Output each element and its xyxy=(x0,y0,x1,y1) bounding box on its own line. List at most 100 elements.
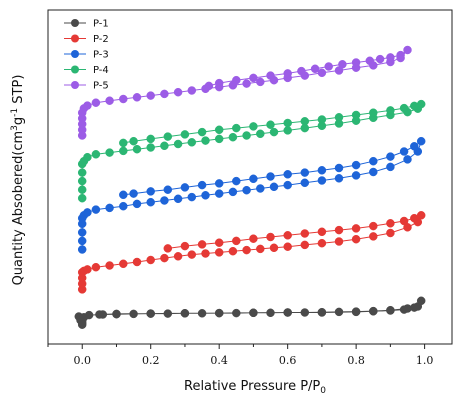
data-point xyxy=(242,79,251,88)
data-point xyxy=(369,307,378,316)
data-point xyxy=(351,171,361,180)
legend-item: P-2 xyxy=(64,34,109,45)
data-point xyxy=(180,130,190,139)
series-P-3 xyxy=(77,136,426,254)
data-point xyxy=(83,152,92,162)
data-point xyxy=(410,213,419,223)
data-point xyxy=(91,150,101,159)
data-point xyxy=(197,127,207,137)
legend-item: P-1 xyxy=(64,19,109,30)
data-point xyxy=(214,125,224,135)
series-P-2 xyxy=(77,211,426,294)
data-point xyxy=(91,98,101,107)
data-point xyxy=(163,185,173,194)
data-point xyxy=(232,75,241,85)
data-point xyxy=(242,185,251,195)
data-point xyxy=(77,193,87,203)
data-point xyxy=(228,132,238,142)
data-point xyxy=(256,77,265,87)
data-point xyxy=(146,197,155,207)
data-point xyxy=(334,225,344,235)
data-point xyxy=(132,257,142,267)
data-point xyxy=(214,248,224,257)
data-point xyxy=(132,144,142,154)
data-point xyxy=(334,174,344,183)
data-point xyxy=(180,309,190,318)
data-point xyxy=(232,176,241,186)
data-point xyxy=(334,163,344,173)
data-point xyxy=(105,203,114,213)
data-point xyxy=(160,253,169,263)
data-point xyxy=(187,86,197,95)
data-point xyxy=(410,101,419,111)
legend-item: P-3 xyxy=(64,50,109,61)
data-point xyxy=(84,310,94,320)
data-point xyxy=(399,305,409,314)
data-point xyxy=(129,309,138,319)
data-point xyxy=(266,120,275,129)
data-point xyxy=(160,141,169,151)
data-point xyxy=(105,261,114,270)
data-point xyxy=(163,244,173,253)
data-point xyxy=(214,238,224,247)
data-point xyxy=(396,50,405,60)
data-point xyxy=(187,250,197,259)
data-point xyxy=(201,249,210,258)
data-point xyxy=(338,60,347,69)
data-point xyxy=(266,232,275,242)
data-point xyxy=(249,73,258,83)
data-point xyxy=(283,170,292,179)
data-point xyxy=(317,308,327,317)
data-point xyxy=(146,134,155,144)
legend-marker xyxy=(71,81,79,89)
data-point xyxy=(119,259,128,269)
data-point xyxy=(249,308,258,318)
data-point xyxy=(77,176,87,186)
data-point xyxy=(334,307,344,317)
data-point xyxy=(386,219,395,228)
data-point xyxy=(249,174,258,184)
data-point xyxy=(214,78,224,88)
data-point xyxy=(201,136,210,145)
series-P-4 xyxy=(77,99,426,203)
data-point xyxy=(197,180,207,190)
data-point xyxy=(300,240,310,250)
data-point xyxy=(266,308,275,318)
data-point xyxy=(351,224,361,233)
data-point xyxy=(83,208,92,217)
plot-frame xyxy=(47,9,453,345)
x-tick-label: 0.6 xyxy=(279,354,297,367)
data-point xyxy=(410,303,419,312)
legend-marker xyxy=(71,34,79,43)
data-point xyxy=(129,189,138,198)
data-point xyxy=(317,238,327,248)
data-point xyxy=(351,58,361,67)
x-tick-label: 0.2 xyxy=(142,354,160,367)
series-layer xyxy=(74,45,426,329)
legend-marker xyxy=(71,19,79,27)
legend-label: P-3 xyxy=(93,50,109,61)
data-point xyxy=(119,201,128,211)
x-tick-label: 0.4 xyxy=(210,354,228,367)
data-point xyxy=(132,199,142,209)
data-point xyxy=(283,231,292,240)
data-point xyxy=(317,115,327,124)
data-point xyxy=(77,228,87,237)
data-point xyxy=(266,71,275,80)
data-point xyxy=(386,162,395,172)
data-point xyxy=(173,252,183,261)
data-point xyxy=(283,118,292,128)
data-point xyxy=(403,45,412,55)
data-point xyxy=(163,132,173,141)
data-point xyxy=(105,96,114,105)
data-point xyxy=(386,306,395,315)
data-point xyxy=(77,168,87,177)
data-point xyxy=(403,155,412,164)
data-point xyxy=(256,244,265,254)
data-point xyxy=(317,176,327,185)
data-point xyxy=(214,308,224,318)
data-point xyxy=(269,243,279,253)
data-point xyxy=(187,192,197,202)
data-point xyxy=(283,126,292,135)
